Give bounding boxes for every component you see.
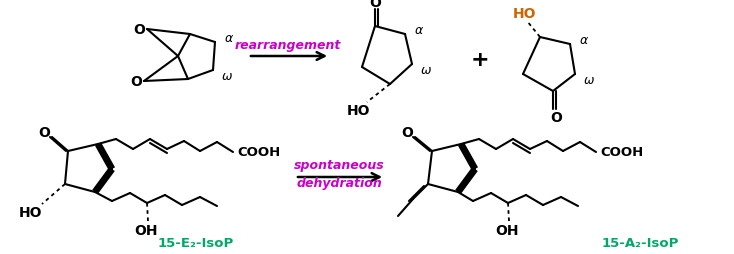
Text: O: O — [130, 75, 142, 89]
Text: rearrangement: rearrangement — [235, 38, 341, 51]
Text: O: O — [401, 125, 413, 139]
Text: HO: HO — [18, 205, 42, 219]
Text: COOH: COOH — [237, 146, 280, 159]
Text: ω: ω — [222, 69, 232, 82]
Text: α: α — [415, 24, 423, 37]
Text: spontaneous: spontaneous — [294, 158, 385, 171]
Text: OH: OH — [134, 223, 158, 237]
Text: α: α — [580, 34, 588, 47]
Text: HO: HO — [513, 7, 537, 21]
Text: ω: ω — [584, 73, 595, 86]
Text: HO: HO — [347, 104, 371, 118]
Text: 15-A₂-IsoP: 15-A₂-IsoP — [601, 236, 679, 249]
Text: COOH: COOH — [600, 146, 644, 159]
Text: +: + — [470, 50, 490, 70]
Text: O: O — [550, 110, 562, 124]
Text: dehydration: dehydration — [296, 176, 382, 189]
Text: 15-E₂-IsoP: 15-E₂-IsoP — [158, 236, 234, 249]
Text: ω: ω — [421, 63, 432, 76]
Text: O: O — [38, 125, 50, 139]
Text: α: α — [225, 32, 233, 45]
Text: OH: OH — [495, 223, 519, 237]
Text: O: O — [133, 23, 145, 37]
Text: O: O — [369, 0, 381, 10]
